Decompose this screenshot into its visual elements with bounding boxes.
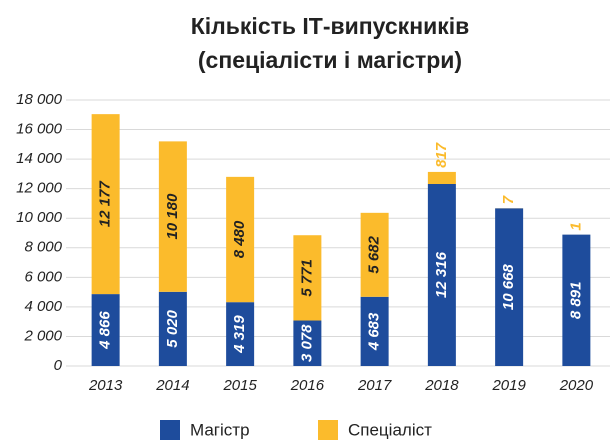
y-tick-label: 14 000: [16, 150, 63, 167]
x-tick-label: 2014: [155, 377, 189, 394]
value-label: 8 891: [567, 282, 584, 320]
y-tick-label: 16 000: [16, 121, 63, 138]
value-label: 12 177: [97, 181, 114, 228]
chart-title: (спеціалісти і магістри): [198, 47, 462, 73]
legend-swatch: [318, 420, 338, 440]
y-tick-label: 12 000: [16, 180, 63, 197]
bar-segment: [360, 296, 389, 366]
x-tick-label: 2019: [491, 377, 526, 394]
y-tick-label: 6 000: [24, 268, 62, 285]
bar-segment: [427, 171, 456, 184]
legend-label: Магістр: [190, 420, 250, 439]
y-tick-label: 10 000: [16, 209, 63, 226]
bar-segment: [158, 291, 187, 366]
legend-swatch: [160, 420, 180, 440]
chart-title: Кількість ІТ-випускників: [191, 13, 470, 39]
x-tick-label: 2018: [424, 377, 459, 394]
value-label: 8 480: [231, 220, 248, 258]
bar-segment: [427, 183, 456, 366]
value-label: 10 180: [164, 193, 181, 240]
y-tick-label: 2 000: [23, 327, 62, 344]
value-label: 3 078: [298, 324, 315, 362]
legend-label: Спеціаліст: [348, 420, 432, 439]
value-label: 4 319: [231, 315, 248, 354]
value-label: 5 771: [298, 259, 315, 297]
y-tick-label: 18 000: [16, 91, 63, 108]
bar-segment: [91, 294, 120, 366]
value-label: 5 020: [164, 309, 181, 347]
bar-segment: [91, 114, 120, 295]
x-tick-label: 2016: [290, 377, 325, 394]
value-label: 5 682: [366, 235, 383, 273]
value-label: 10 668: [500, 264, 517, 311]
bar-segment: [158, 141, 187, 292]
x-tick-label: 2013: [88, 377, 123, 394]
value-label: 4 683: [366, 312, 383, 351]
value-label: 817: [433, 142, 450, 168]
value-label: 7: [500, 195, 517, 204]
bar-segment: [226, 302, 255, 366]
bar-segment: [226, 176, 255, 303]
bar-segment: [495, 208, 524, 366]
y-tick-label: 8 000: [24, 239, 62, 256]
x-tick-label: 2020: [559, 377, 594, 394]
value-label: 12 316: [433, 251, 450, 298]
value-label: 4 866: [97, 311, 114, 350]
y-tick-label: 0: [54, 357, 63, 374]
bar-segment: [293, 320, 322, 366]
value-label: 1: [567, 222, 584, 230]
y-tick-label: 4 000: [24, 298, 62, 315]
bar-segment: [293, 235, 322, 321]
x-tick-label: 2017: [357, 377, 392, 394]
x-tick-label: 2015: [222, 377, 257, 394]
bar-segment: [562, 234, 591, 366]
bar-segment: [360, 212, 389, 297]
